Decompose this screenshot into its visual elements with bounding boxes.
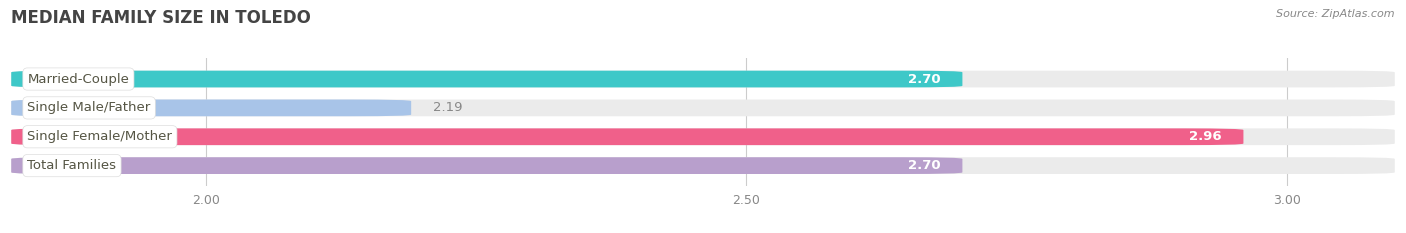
Text: Source: ZipAtlas.com: Source: ZipAtlas.com bbox=[1277, 9, 1395, 19]
Text: Single Female/Mother: Single Female/Mother bbox=[28, 130, 173, 143]
Text: MEDIAN FAMILY SIZE IN TOLEDO: MEDIAN FAMILY SIZE IN TOLEDO bbox=[11, 9, 311, 27]
Text: 2.96: 2.96 bbox=[1189, 130, 1222, 143]
Text: Single Male/Father: Single Male/Father bbox=[28, 101, 150, 114]
FancyBboxPatch shape bbox=[11, 71, 1395, 87]
FancyBboxPatch shape bbox=[11, 157, 1395, 174]
Text: 2.19: 2.19 bbox=[433, 101, 463, 114]
Text: 2.70: 2.70 bbox=[908, 72, 941, 86]
FancyBboxPatch shape bbox=[11, 128, 1395, 145]
FancyBboxPatch shape bbox=[11, 157, 963, 174]
FancyBboxPatch shape bbox=[11, 99, 411, 116]
FancyBboxPatch shape bbox=[11, 128, 1243, 145]
FancyBboxPatch shape bbox=[11, 71, 963, 87]
Text: Total Families: Total Families bbox=[28, 159, 117, 172]
Text: Married-Couple: Married-Couple bbox=[28, 72, 129, 86]
Text: 2.70: 2.70 bbox=[908, 159, 941, 172]
FancyBboxPatch shape bbox=[11, 99, 1395, 116]
